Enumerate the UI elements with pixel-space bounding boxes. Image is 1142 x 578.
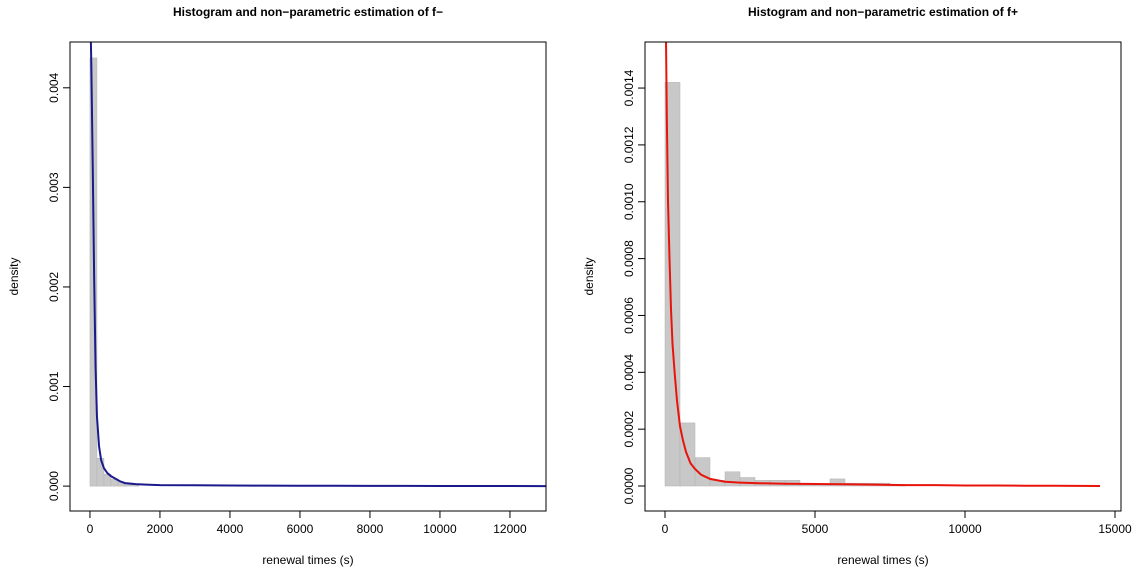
x-tick-label: 0 bbox=[662, 522, 669, 536]
y-tick-label: 0.0006 bbox=[622, 297, 636, 334]
y-tick-label: 0.004 bbox=[47, 72, 61, 102]
x-axis-label: renewal times (s) bbox=[837, 553, 928, 567]
bar bbox=[724, 471, 741, 487]
y-tick-label: 0.0014 bbox=[622, 69, 636, 106]
chart-title: Histogram and non−parametric estimation … bbox=[748, 5, 1018, 19]
x-tick-label: 10000 bbox=[423, 522, 457, 536]
density-line bbox=[665, 42, 1101, 488]
x-axis-label: renewal times (s) bbox=[262, 553, 353, 567]
bar bbox=[829, 478, 846, 487]
y-tick-label: 0.000 bbox=[47, 471, 61, 501]
x-tick-label: 2000 bbox=[147, 522, 174, 536]
y-tick-label: 0.0008 bbox=[622, 240, 636, 277]
x-tick-label: 10000 bbox=[948, 522, 982, 536]
x-tick-label: 0 bbox=[87, 522, 94, 536]
x-tick-label: 12000 bbox=[493, 522, 527, 536]
x-tick-label: 5000 bbox=[802, 522, 829, 536]
y-axis-label: density bbox=[582, 257, 596, 295]
plot bbox=[89, 42, 546, 488]
y-tick-label: 0.0000 bbox=[622, 467, 636, 504]
y-tick-label: 0.003 bbox=[47, 172, 61, 202]
x-tick-label: 8000 bbox=[357, 522, 384, 536]
y-tick-label: 0.0002 bbox=[622, 410, 636, 447]
x-tick-label: 4000 bbox=[217, 522, 244, 536]
y-axis-label: density bbox=[7, 257, 21, 295]
y-tick-label: 0.0010 bbox=[622, 183, 636, 220]
plot bbox=[664, 42, 1101, 488]
x-tick-label: 15000 bbox=[1098, 522, 1132, 536]
bar bbox=[694, 457, 711, 487]
plot-frame bbox=[644, 41, 1122, 512]
y-tick-label: 0.0004 bbox=[622, 354, 636, 391]
y-tick-label: 0.001 bbox=[47, 371, 61, 401]
chart-title: Histogram and non−parametric estimation … bbox=[173, 5, 443, 19]
x-tick-label: 6000 bbox=[287, 522, 314, 536]
plot-frame bbox=[69, 41, 547, 512]
y-tick-label: 0.002 bbox=[47, 272, 61, 302]
density-line bbox=[89, 42, 546, 488]
y-tick-label: 0.0012 bbox=[622, 126, 636, 163]
